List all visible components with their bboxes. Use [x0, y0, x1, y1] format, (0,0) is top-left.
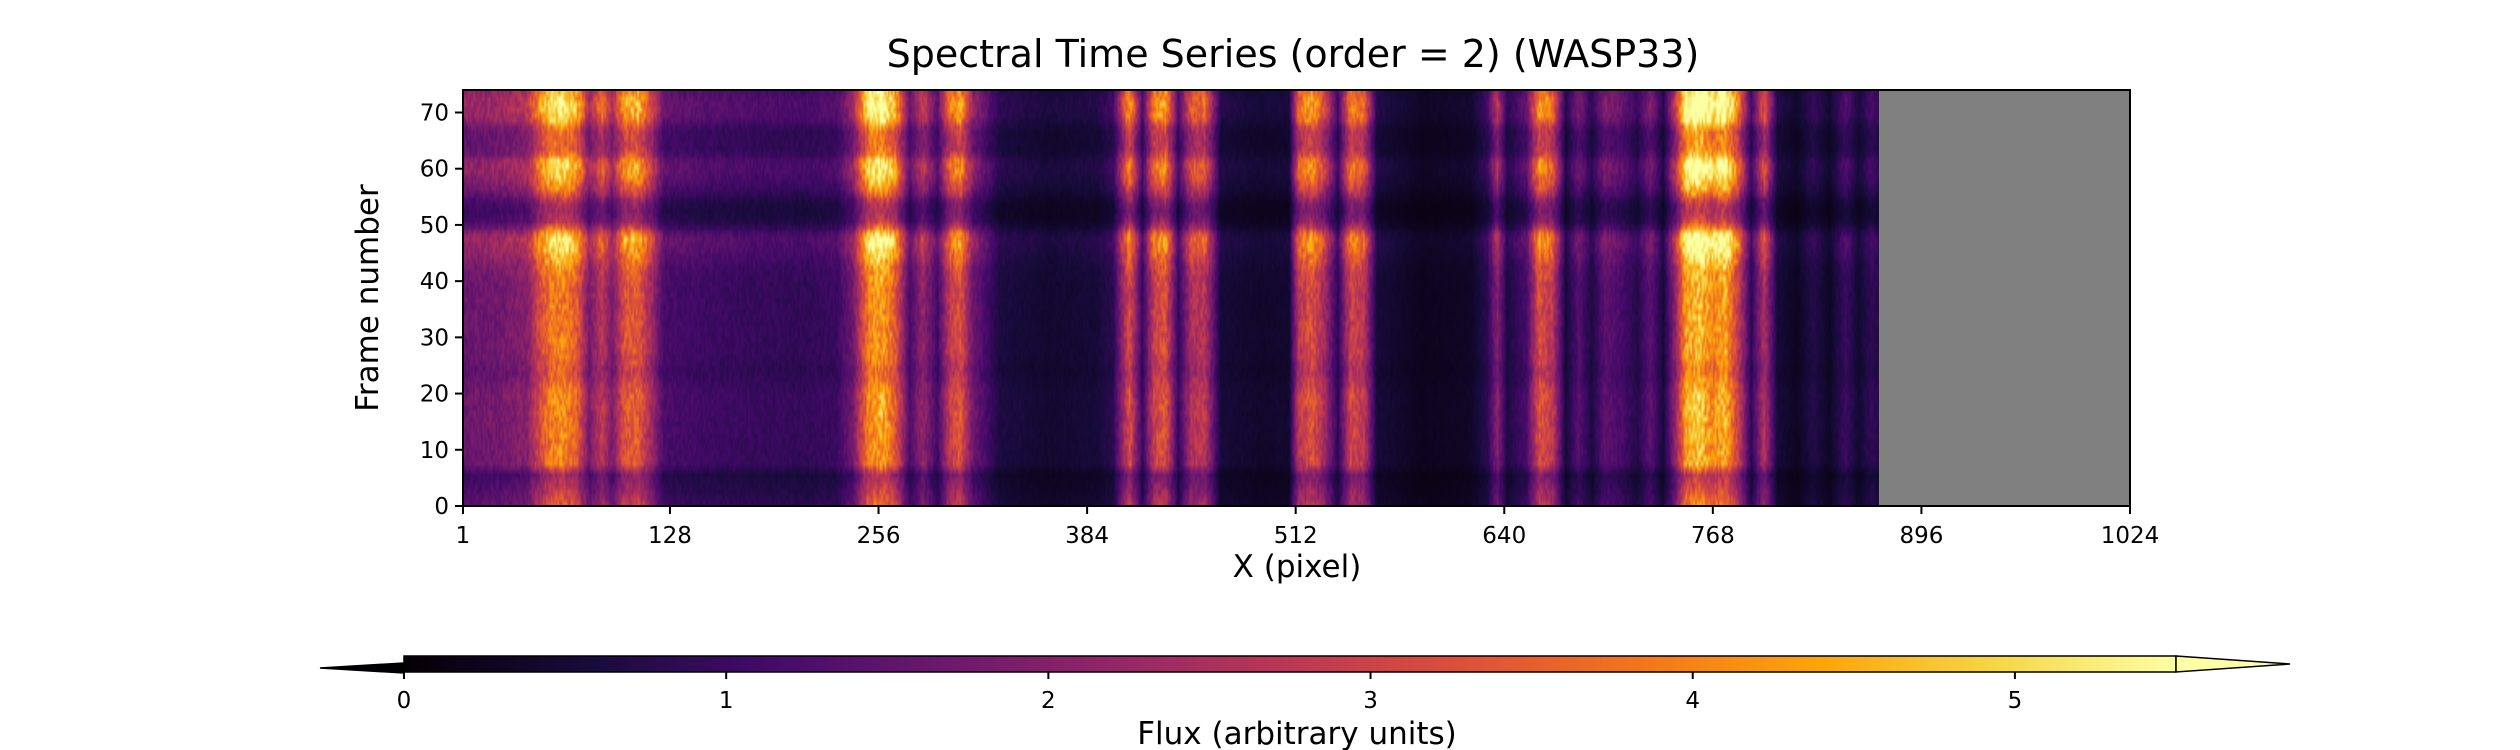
- x-axis: 1 128 256 384 512 640 768 896 1024: [456, 506, 2160, 549]
- y-tick-label: 0: [434, 494, 449, 520]
- x-tick-label: 128: [648, 523, 692, 549]
- y-axis: 0 10 20 30 40 50 60 70: [420, 100, 463, 520]
- colorbar-tick-label: 3: [1363, 688, 1378, 714]
- x-tick-label: 640: [1482, 523, 1526, 549]
- y-axis-label: Frame number: [350, 184, 386, 412]
- chart-title: Spectral Time Series (order = 2) (WASP33…: [887, 32, 1700, 76]
- colorbar: 0 1 2 3 4 5 Flux (arbitrary units): [319, 655, 2291, 750]
- colorbar-gradient: [403, 655, 2177, 673]
- x-tick-label: 1: [456, 523, 471, 549]
- y-tick-label: 30: [420, 325, 449, 351]
- x-tick-label: 384: [1065, 523, 1109, 549]
- colorbar-tick-label: 5: [2008, 688, 2023, 714]
- masked-region: [1879, 90, 2130, 506]
- colorbar-label: Flux (arbitrary units): [1137, 716, 1457, 750]
- x-tick-label: 896: [1899, 523, 1943, 549]
- colorbar-extend-high: [2175, 655, 2291, 673]
- x-tick-label: 1024: [2101, 523, 2160, 549]
- heatmap-image: [463, 90, 1880, 506]
- x-tick-label: 512: [1274, 523, 1318, 549]
- y-tick-label: 60: [420, 157, 449, 183]
- y-tick-label: 50: [420, 213, 449, 239]
- x-tick-label: 256: [857, 523, 901, 549]
- colorbar-tick-label: 2: [1041, 688, 1056, 714]
- colorbar-extend-low: [319, 662, 405, 674]
- colorbar-ticks: 0 1 2 3 4 5: [397, 672, 2023, 714]
- colorbar-tick-label: 1: [719, 688, 734, 714]
- colorbar-tick-label: 0: [397, 688, 412, 714]
- y-tick-label: 20: [420, 382, 449, 408]
- heatmap-plot: [462, 89, 2131, 507]
- x-axis-label: X (pixel): [1233, 549, 1362, 585]
- y-tick-label: 70: [420, 100, 449, 126]
- colorbar-tick-label: 4: [1685, 688, 1700, 714]
- y-tick-label: 10: [420, 438, 449, 464]
- x-tick-label: 768: [1691, 523, 1735, 549]
- y-tick-label: 40: [420, 269, 449, 295]
